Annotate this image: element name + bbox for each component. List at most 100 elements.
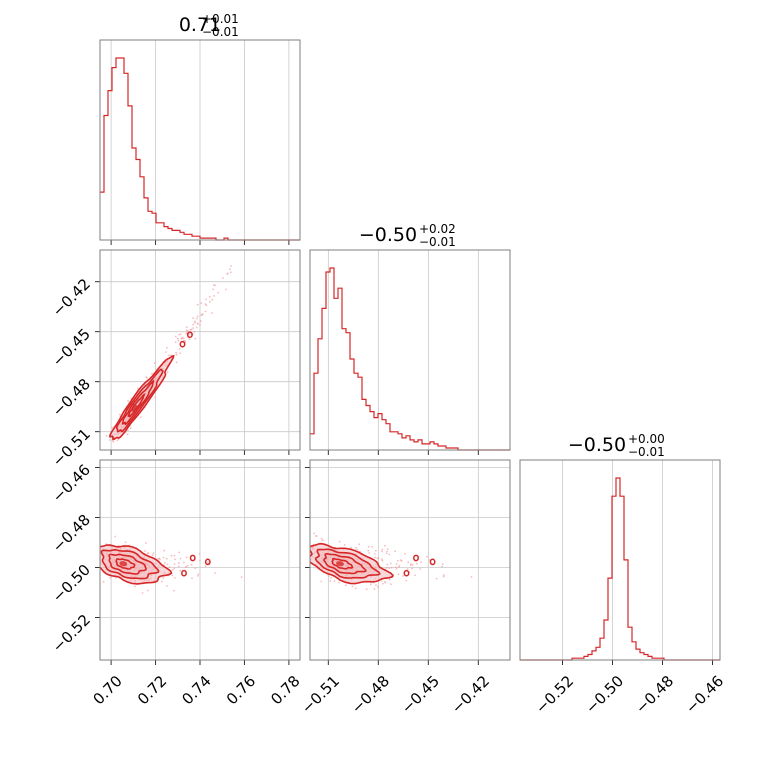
sample-point [168, 354, 170, 357]
sample-point [410, 563, 412, 565]
sample-point [173, 563, 176, 565]
sample-point [385, 552, 388, 555]
sample-point [182, 337, 185, 340]
sample-point [307, 551, 309, 553]
sample-point [126, 433, 129, 436]
sample-point [368, 552, 370, 554]
sample-point [398, 566, 400, 568]
y-tick-label-p2: −0.51 [49, 425, 94, 470]
sample-point [193, 322, 196, 324]
sample-point [173, 554, 176, 557]
sample-point [179, 557, 182, 560]
sample-point [386, 550, 388, 553]
density-1-frame [99, 249, 301, 451]
sample-point [200, 313, 203, 316]
sample-point [386, 548, 389, 550]
sample-point [175, 353, 178, 356]
sample-point [381, 559, 384, 562]
sample-point [109, 576, 112, 579]
sample-point [108, 439, 111, 441]
sample-point [355, 546, 357, 549]
sample-point [165, 557, 168, 560]
y-tick-label-p3: −0.52 [49, 611, 94, 656]
sample-point [420, 561, 422, 564]
sample-point [343, 544, 346, 546]
sample-point [178, 333, 181, 336]
contour-island [403, 569, 410, 577]
sample-point [127, 400, 129, 402]
sample-point [204, 310, 207, 313]
sample-point [171, 574, 174, 577]
sample-point [174, 335, 177, 338]
sample-point [329, 580, 332, 582]
sample-point [373, 588, 376, 590]
sample-point [139, 416, 142, 418]
sample-point [192, 323, 195, 326]
sample-point [405, 579, 408, 582]
sample-point [162, 556, 165, 559]
sample-point [356, 548, 359, 551]
sample-point [178, 565, 180, 568]
sample-point [435, 577, 438, 580]
sample-point [350, 546, 352, 549]
x-tick-label-p1: 0.76 [223, 672, 259, 708]
histogram-3-frame [519, 459, 721, 661]
sample-point [442, 575, 445, 578]
sample-point [186, 565, 189, 567]
sample-point [95, 558, 97, 560]
histogram-panel-1 [100, 40, 300, 245]
sample-point [371, 545, 374, 548]
sample-point [197, 575, 199, 577]
y-tick-label-p3: −0.48 [49, 511, 94, 556]
sample-point [388, 567, 391, 570]
sample-point [196, 317, 198, 320]
x-tick-label-p1: 0.70 [90, 672, 126, 708]
density-layer-3 [302, 532, 473, 591]
sample-point [406, 568, 409, 570]
param-3-title: −0.50 [568, 434, 626, 456]
sample-point [166, 371, 169, 374]
sample-point [116, 439, 119, 442]
sample-point [396, 559, 399, 562]
sample-point [174, 341, 177, 343]
sample-point [389, 562, 392, 565]
sample-point [92, 550, 94, 552]
density-panel-2 [92, 460, 300, 665]
sample-point [211, 298, 214, 301]
sample-point [395, 567, 398, 570]
histogram-1-frame [99, 39, 301, 241]
sample-point [441, 563, 444, 566]
sample-point [388, 553, 391, 556]
param-1-title-plus: +0.01 [202, 12, 239, 26]
sample-point [176, 337, 179, 340]
sample-point [199, 320, 202, 323]
sample-point [194, 567, 197, 570]
sample-point [227, 272, 229, 275]
sample-point [152, 552, 155, 555]
sample-point [196, 303, 199, 306]
sample-point [407, 561, 410, 564]
sample-point [333, 580, 336, 582]
sample-point [92, 564, 94, 566]
sample-point [302, 563, 304, 565]
sample-point [382, 582, 384, 585]
sample-point [145, 542, 147, 544]
sample-point [345, 584, 347, 587]
y-tick-label-p3: −0.50 [49, 561, 94, 606]
y-tick-label-p2: −0.42 [49, 275, 94, 320]
sample-point [240, 576, 243, 578]
sample-point [369, 583, 372, 586]
sample-point [374, 549, 377, 552]
sample-point [175, 361, 178, 364]
sample-point [193, 330, 196, 333]
contour-island [429, 558, 436, 566]
sample-point [381, 558, 383, 560]
contour-island [204, 558, 211, 566]
sample-point [188, 338, 191, 340]
sample-point [171, 569, 174, 571]
sample-point [174, 576, 176, 579]
sample-point [200, 302, 203, 304]
sample-point [351, 585, 354, 588]
x-tick-label-p3: −0.52 [532, 672, 577, 717]
